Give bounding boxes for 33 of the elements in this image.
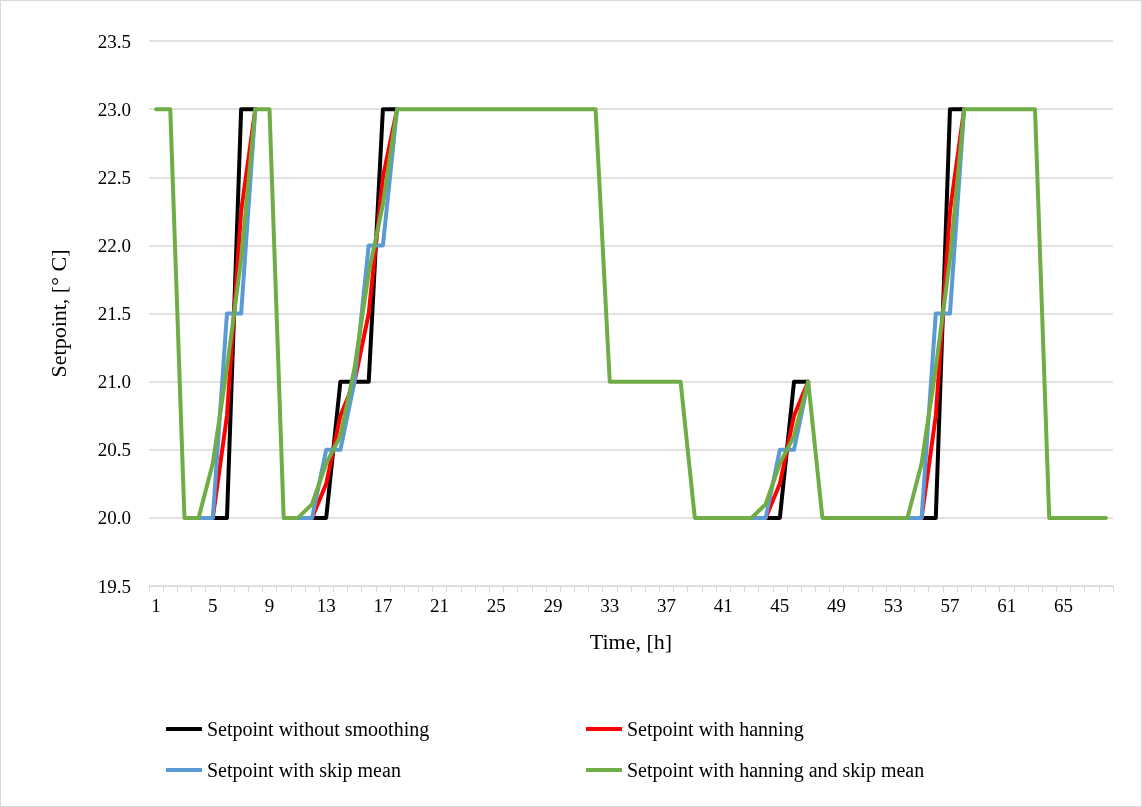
y-tick-label: 23.5 (97, 30, 131, 52)
x-tick-label: 53 (883, 595, 903, 616)
x-tick-label: 13 (316, 595, 336, 616)
y-tick-label: 23.0 (97, 98, 131, 120)
x-tick-label: 57 (940, 595, 960, 616)
x-tick-label: 33 (600, 595, 620, 616)
x-tick-label: 17 (373, 595, 393, 616)
x-tick-label: 37 (656, 595, 676, 616)
x-tick-label: 41 (713, 595, 733, 616)
x-axis-title: Time, [h] (589, 628, 673, 654)
y-tick-label: 22.0 (97, 234, 131, 256)
x-tick-label: 25 (486, 595, 506, 616)
x-tick-label: 65 (1053, 595, 1073, 616)
x-tick-label: 45 (770, 595, 790, 616)
legend-label: Setpoint with skip mean (207, 759, 401, 782)
x-tick-label: 61 (997, 595, 1017, 616)
y-axis-title: Setpoint, [° C] (45, 249, 71, 378)
line-series (154, 107, 1108, 520)
x-tick-label: 29 (543, 595, 563, 616)
y-tick-label: 21.5 (97, 303, 131, 324)
x-tick-label: 49 (827, 595, 847, 616)
x-tick-label: 9 (264, 595, 275, 616)
legend-label: Setpoint without smoothing (207, 718, 430, 741)
y-tick-label: 22.5 (97, 166, 131, 188)
y-tick-label: 19.5 (97, 575, 131, 597)
x-tick-label: 5 (208, 595, 218, 616)
legend-label: Setpoint with hanning and skip mean (627, 759, 925, 782)
y-tick-label: 20.0 (97, 507, 131, 529)
x-tick-label: 1 (151, 595, 161, 616)
legend-label: Setpoint with hanning (627, 718, 804, 741)
y-tick-label: 21.0 (97, 371, 131, 393)
x-tick-label: 21 (430, 595, 450, 616)
y-tick-label: 20.5 (97, 439, 131, 461)
